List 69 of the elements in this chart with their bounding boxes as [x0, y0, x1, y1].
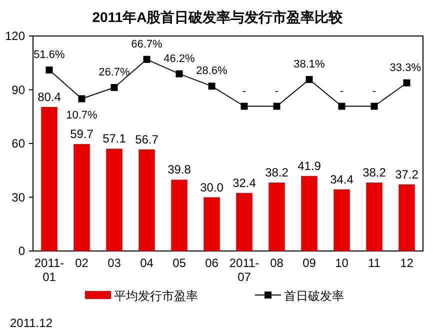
point: [143, 56, 150, 63]
bar: [106, 148, 122, 251]
x-tick-label: 2011-01: [34, 256, 64, 284]
data-label: 38.2: [362, 166, 386, 180]
data-label: 32.4: [232, 176, 256, 190]
bar: [74, 144, 90, 251]
x-tick-label: 10: [335, 256, 349, 270]
y-tick-label: 30: [12, 190, 26, 204]
bar: [171, 180, 188, 251]
bar: [334, 189, 350, 251]
data-label: 30.0: [200, 180, 224, 194]
data-label: -: [242, 85, 246, 98]
data-label: 26.7%: [98, 66, 130, 78]
data-label: 33.3%: [390, 62, 422, 74]
data-label: -: [340, 85, 344, 98]
data-label: 37.2: [395, 167, 419, 182]
x-tick-label: 12: [400, 256, 414, 270]
point: [110, 84, 118, 91]
bar: [268, 182, 285, 251]
point: [78, 95, 86, 102]
data-label: 80.4: [38, 90, 62, 104]
point: [338, 102, 346, 110]
y-tick-label: 0: [18, 244, 26, 258]
bar: [138, 149, 155, 251]
point: [176, 70, 183, 78]
point: [403, 79, 410, 86]
y-tick-label: 60: [12, 136, 26, 150]
data-label: 41.9: [298, 158, 322, 173]
bar: [366, 182, 382, 251]
point: [273, 102, 280, 110]
data-label: 59.7: [70, 127, 94, 142]
x-tick-label: 05: [172, 256, 186, 270]
data-label: 10.7%: [66, 110, 98, 122]
x-tick-label: 2011-07: [229, 256, 260, 284]
data-label: 56.7: [135, 132, 159, 146]
data-label: 34.4: [330, 172, 354, 186]
x-tick-label: 03: [108, 256, 122, 270]
data-label: 28.6%: [196, 65, 228, 78]
point: [306, 76, 313, 83]
point: [370, 102, 378, 110]
data-label: 38.1%: [294, 58, 326, 70]
data-label: -: [274, 85, 279, 98]
x-tick-label: 09: [302, 256, 316, 270]
point: [46, 66, 53, 74]
x-tick-label: 08: [270, 256, 284, 270]
bar: [236, 192, 252, 251]
x-tick-label: 02: [75, 256, 89, 270]
text: 2011.12: [10, 316, 53, 330]
point: [240, 102, 248, 110]
data-label: 51.6%: [34, 49, 66, 62]
chart-title: 2011年A股首日破发率与发行市盈率比较: [92, 9, 344, 25]
data-label: 38.2: [265, 166, 289, 180]
data-label: 66.7%: [131, 38, 163, 50]
bar: [204, 197, 220, 251]
legend-label: 首日破发率: [284, 289, 344, 303]
legend-label: 平均发行市盈率: [114, 289, 198, 303]
data-label: -: [372, 85, 376, 98]
x-tick-label: 11: [368, 256, 381, 270]
data-label: 39.8: [168, 162, 192, 177]
x-tick-label: 06: [205, 256, 219, 270]
data-label: 57.1: [102, 132, 126, 146]
x-tick-label: 04: [140, 256, 154, 270]
y-tick-label: 120: [4, 29, 26, 43]
bar: [398, 184, 415, 251]
data-label: 46.2%: [164, 52, 196, 65]
y-tick-label: 90: [12, 82, 26, 97]
bar: [301, 176, 318, 251]
bar: [41, 106, 58, 251]
point: [208, 82, 216, 90]
